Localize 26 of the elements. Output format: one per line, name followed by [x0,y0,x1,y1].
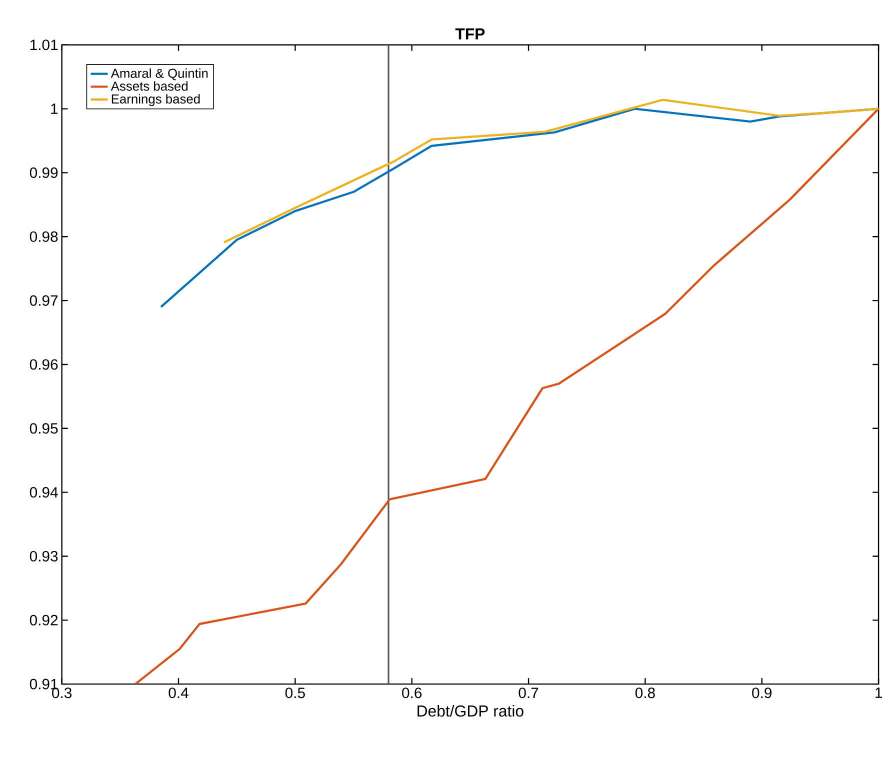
x-tick-label: 0.4 [168,688,188,698]
y-tick-label: 1 [51,104,58,114]
x-axis-title: Debt/GDP ratio [418,705,524,717]
x-tick-label: 0.3 [52,688,72,698]
y-tick-label: 0.96 [30,359,58,370]
x-tick-label: 0.5 [285,688,305,698]
y-tick-label: 0.97 [30,295,58,306]
x-tick-label: 0.8 [635,688,655,698]
x-tick-label: 0.7 [518,688,538,698]
x-tick-label: 0.6 [402,688,422,698]
y-tick-label: 0.99 [30,167,58,178]
y-tick-label: 0.95 [30,423,58,434]
chart-title: TFP [455,28,485,40]
y-tick-label: 0.93 [30,551,58,562]
legend-label: Earnings based [112,94,200,106]
y-tick-label: 0.92 [30,614,58,626]
line-series [134,108,879,684]
legend-label: Assets based [110,81,188,91]
y-tick-label: 1.01 [30,40,58,50]
y-tick-label: 0.98 [30,231,58,242]
x-tick-label: 1 [876,688,882,698]
legend-label: Amaral & Quintin [110,68,208,80]
x-tick-label: 0.9 [752,688,772,698]
y-tick-label: 0.94 [30,487,58,498]
line-series [222,98,879,244]
y-tick-label: 0.91 [30,678,58,690]
